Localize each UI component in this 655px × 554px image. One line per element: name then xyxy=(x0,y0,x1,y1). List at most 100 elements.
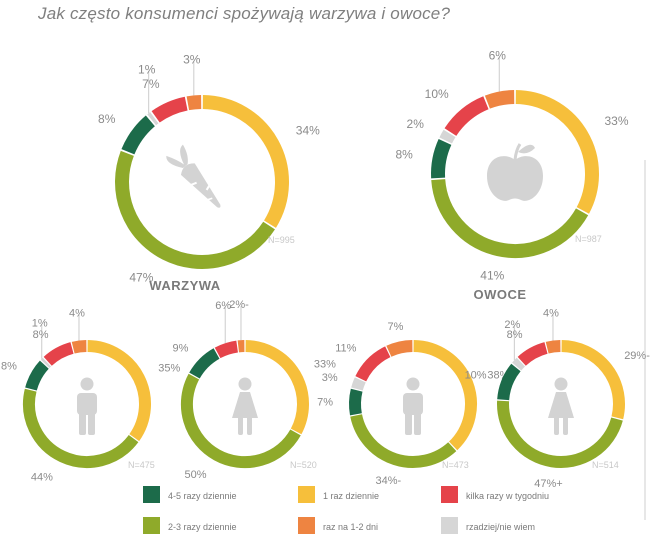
apple-icon xyxy=(487,143,543,201)
legend-swatch xyxy=(143,517,160,534)
legend-swatch xyxy=(441,517,458,534)
legend-label: raz na 1-2 dni xyxy=(323,522,378,532)
female-icon xyxy=(548,377,574,435)
male-icon xyxy=(77,377,97,435)
legend-swatch xyxy=(298,517,315,534)
data-label: 1% xyxy=(138,62,156,76)
slice-1-raz-dziennie xyxy=(413,340,477,451)
data-label: 8% xyxy=(507,329,523,341)
data-label: 7% xyxy=(142,77,160,91)
slice-raz-na-1-2-dni xyxy=(484,90,515,109)
data-label: 6% xyxy=(215,300,231,312)
legend-label: rzadziej/nie wiem xyxy=(466,522,535,532)
sample-size-label: N=514 xyxy=(592,460,619,470)
sample-size-label: N=473 xyxy=(442,460,469,470)
data-label: 2% xyxy=(407,117,425,131)
data-label: 2% xyxy=(504,319,520,331)
data-label: 3% xyxy=(322,372,338,384)
data-label: 44% xyxy=(31,471,53,483)
legend-item: 1 raz dziennie xyxy=(298,486,379,503)
slice-4-5-razy-dziennie xyxy=(497,363,521,401)
legend-label: 2-3 razy dziennie xyxy=(168,522,237,532)
legend-item: raz na 1-2 dni xyxy=(298,517,378,534)
data-label: 33% xyxy=(314,358,336,370)
slice-kilka-razy-w-tygodniu xyxy=(444,96,489,137)
data-label: 11% xyxy=(335,342,356,354)
donut-veg_total: 34% 47% 8% 1%7% 3% N=995 xyxy=(98,52,320,284)
slice-raz-na-1-2-dni xyxy=(186,95,202,111)
slice-4-5-razy-dziennie xyxy=(189,348,220,379)
data-label: 9% xyxy=(172,342,188,354)
legend-item: 4-5 razy dziennie xyxy=(143,486,237,503)
donut-veg_male: 35%44%8%1%8%4%N=475 xyxy=(1,308,181,484)
sample-size-label: N=520 xyxy=(290,460,317,470)
male-icon xyxy=(403,377,423,435)
data-label: 4% xyxy=(543,308,559,320)
data-label: 7% xyxy=(317,397,333,409)
data-label: 1% xyxy=(32,318,48,330)
slice-1-raz-dziennie xyxy=(245,340,309,435)
slice-rzadziej-nie-wiem xyxy=(351,377,366,391)
slice-2-3-razy-dziennie xyxy=(180,373,301,469)
data-label: 2%- xyxy=(229,299,249,311)
data-label: 35% xyxy=(158,363,180,375)
slice-2-3-razy-dziennie xyxy=(497,400,623,468)
data-label: 41% xyxy=(480,269,504,283)
section-label-owoce: OWOCE xyxy=(473,287,526,302)
data-label: 47% xyxy=(129,270,153,284)
slice-2-3-razy-dziennie xyxy=(115,150,275,269)
slice-kilka-razy-w-tygodniu xyxy=(517,342,548,366)
slice-raz-na-1-2-dni xyxy=(386,340,413,357)
data-label: 50% xyxy=(184,469,206,481)
chart-title: Jak często konsumenci spożywają warzywa … xyxy=(38,4,451,23)
donut-fruit_total: 33% 41% 8% 2% 10% 6% N=987 xyxy=(395,49,628,283)
legend-item: 2-3 razy dziennie xyxy=(143,517,237,534)
slice-4-5-razy-dziennie xyxy=(349,388,363,416)
data-label: 47%+ xyxy=(534,478,562,490)
slice-2-3-razy-dziennie xyxy=(23,388,139,468)
slice-1-raz-dziennie xyxy=(515,90,599,214)
slice-kilka-razy-w-tygodniu xyxy=(214,340,239,359)
legend-swatch xyxy=(298,486,315,503)
sample-size-label: N=475 xyxy=(128,460,155,470)
legend-item: kilka razy w tygodniu xyxy=(441,486,549,503)
slice-kilka-razy-w-tygodniu xyxy=(355,346,391,382)
donut-fruit_female: 29%- 47%+ 10% 2%8% 4% N=514 xyxy=(465,308,651,491)
slice-rzadziej-nie-wiem xyxy=(512,357,526,371)
section-label-warzywa: WARZYWA xyxy=(149,278,220,293)
slice-4-5-razy-dziennie xyxy=(25,360,49,391)
sample-size-label: N=995 xyxy=(268,235,295,245)
slice-2-3-razy-dziennie xyxy=(350,414,457,468)
legend: 4-5 razy dziennie 1 raz dziennie kilka raz… xyxy=(143,486,549,534)
slice-1-raz-dziennie xyxy=(561,340,625,420)
data-label: 8% xyxy=(395,148,413,162)
slice-4-5-razy-dziennie xyxy=(431,139,452,179)
slice-kilka-razy-w-tygodniu xyxy=(151,96,188,123)
data-label: 33% xyxy=(605,114,629,128)
data-label: 10% xyxy=(425,87,449,101)
data-label: 8% xyxy=(98,112,116,126)
slice-1-raz-dziennie xyxy=(87,340,151,442)
data-label: 6% xyxy=(489,49,507,63)
legend-item: rzadziej/nie wiem xyxy=(441,517,535,534)
legend-label: kilka razy w tygodniu xyxy=(466,491,549,501)
female-icon xyxy=(232,377,258,435)
slice-4-5-razy-dziennie xyxy=(121,115,156,155)
slice-1-raz-dziennie xyxy=(202,95,289,228)
carrot-icon xyxy=(166,144,221,208)
slice-raz-na-1-2-dni xyxy=(545,340,561,354)
data-label: 34% xyxy=(296,124,320,138)
data-label: 29%- xyxy=(624,350,650,362)
legend-label: 4-5 razy dziennie xyxy=(168,491,237,501)
data-label: 7% xyxy=(388,321,404,333)
slice-rzadziej-nie-wiem xyxy=(439,129,456,144)
slice-rzadziej-nie-wiem xyxy=(147,112,159,126)
data-label: 8% xyxy=(1,361,17,373)
donut-fruit_male: 38%34%-7%3%11%7%N=473 xyxy=(317,321,510,487)
legend-label: 1 raz dziennie xyxy=(323,491,379,501)
data-label: 8% xyxy=(33,329,49,341)
sample-size-label: N=987 xyxy=(575,234,602,244)
slice-kilka-razy-w-tygodniu xyxy=(43,342,74,366)
slice-rzadziej-nie-wiem xyxy=(40,357,52,369)
